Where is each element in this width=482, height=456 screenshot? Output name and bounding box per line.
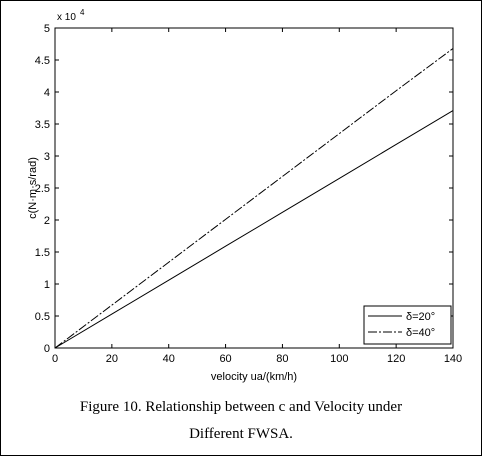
y-tick-label: 3.5 [35, 119, 50, 131]
y-tick-label: 1.5 [35, 247, 50, 259]
x-tick-label: 40 [163, 353, 175, 365]
y-tick-label: 0.5 [35, 311, 50, 323]
legend-label-delta-20: δ=20° [406, 311, 435, 323]
plot-area [54, 27, 454, 349]
y-tick-label: 0 [44, 343, 50, 355]
y-tick-label: 5 [44, 23, 50, 35]
y-tick-label: 4.5 [35, 55, 50, 67]
x-tick-label: 20 [106, 353, 118, 365]
x-axis: 0 20 40 60 80 100 120 140 [52, 28, 462, 365]
y-tick-label: 2 [44, 215, 50, 227]
chart: 0 20 40 60 80 100 120 140 0 0.5 1 1.5 2 2.5 3 3.5 4 4.5 5… [27, 8, 462, 383]
legend: δ=20° δ=40° [363, 305, 452, 345]
y-tick-label: 4 [44, 87, 50, 99]
x-axis-label: velocity ua/(km/h) [211, 371, 297, 383]
x-tick-label: 140 [444, 353, 462, 365]
y-multiplier-exponent: 4 [80, 8, 85, 17]
y-tick-label: 1 [44, 279, 50, 291]
caption-line-1: Figure 10. Relationship between c and Ve… [79, 399, 403, 415]
y-multiplier-label: x 10 [57, 12, 76, 23]
series-line-delta-40 [54, 48, 454, 349]
series-lines [54, 48, 454, 349]
caption-line-2: Different FWSA. [189, 426, 293, 442]
x-tick-label: 120 [387, 353, 405, 365]
y-axis: 0 0.5 1 1.5 2 2.5 3 3.5 4 4.5 5 [35, 23, 453, 355]
legend-box [363, 305, 452, 345]
y-tick-label: 3 [44, 151, 50, 163]
x-tick-label: 80 [276, 353, 288, 365]
x-tick-label: 60 [219, 353, 231, 365]
series-line-delta-20 [54, 110, 454, 349]
x-tick-label: 100 [330, 353, 348, 365]
figure-caption: Figure 10. Relationship between c and Ve… [0, 394, 482, 448]
y-axis-label: c(N·m·s/rad) [27, 157, 39, 219]
legend-label-delta-40: δ=40° [406, 327, 435, 339]
y-tick-label: 2.5 [35, 183, 50, 195]
x-tick-label: 0 [52, 353, 58, 365]
